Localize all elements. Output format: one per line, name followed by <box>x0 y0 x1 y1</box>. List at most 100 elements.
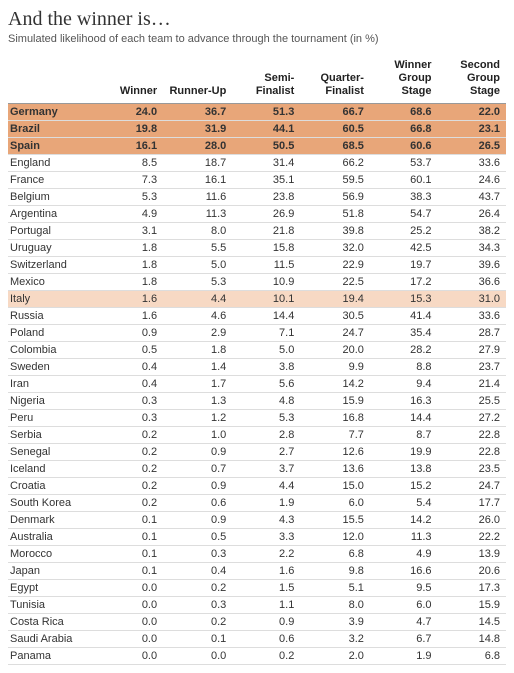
value-cell: 6.0 <box>300 494 370 511</box>
col-header-6: SecondGroupStage <box>438 55 506 103</box>
table-row: Croatia0.20.94.415.015.224.7 <box>8 477 506 494</box>
value-cell: 19.8 <box>96 120 164 137</box>
value-cell: 39.6 <box>438 256 506 273</box>
value-cell: 35.1 <box>232 171 300 188</box>
value-cell: 41.4 <box>370 307 438 324</box>
team-cell: South Korea <box>8 494 96 511</box>
value-cell: 42.5 <box>370 239 438 256</box>
value-cell: 0.9 <box>163 477 232 494</box>
value-cell: 43.7 <box>438 188 506 205</box>
team-cell: Argentina <box>8 205 96 222</box>
value-cell: 0.1 <box>96 528 164 545</box>
value-cell: 22.2 <box>438 528 506 545</box>
team-cell: Morocco <box>8 545 96 562</box>
value-cell: 16.8 <box>300 409 370 426</box>
value-cell: 0.5 <box>96 341 164 358</box>
value-cell: 5.3 <box>163 273 232 290</box>
table-row: Panama0.00.00.22.01.96.8 <box>8 647 506 664</box>
value-cell: 21.4 <box>438 375 506 392</box>
likelihood-table: WinnerRunner-UpSemi-FinalistQuarter-Fina… <box>8 55 506 665</box>
col-header-5: WinnerGroupStage <box>370 55 438 103</box>
col-header-2: Runner-Up <box>163 55 232 103</box>
value-cell: 15.3 <box>370 290 438 307</box>
value-cell: 1.8 <box>96 239 164 256</box>
value-cell: 60.5 <box>300 120 370 137</box>
table-row: Tunisia0.00.31.18.06.015.9 <box>8 596 506 613</box>
value-cell: 36.6 <box>438 273 506 290</box>
value-cell: 14.5 <box>438 613 506 630</box>
value-cell: 1.8 <box>96 273 164 290</box>
value-cell: 6.7 <box>370 630 438 647</box>
team-cell: Panama <box>8 647 96 664</box>
value-cell: 17.2 <box>370 273 438 290</box>
team-cell: Colombia <box>8 341 96 358</box>
value-cell: 0.6 <box>232 630 300 647</box>
value-cell: 2.0 <box>300 647 370 664</box>
value-cell: 35.4 <box>370 324 438 341</box>
value-cell: 21.8 <box>232 222 300 239</box>
value-cell: 9.8 <box>300 562 370 579</box>
value-cell: 0.2 <box>96 477 164 494</box>
value-cell: 3.8 <box>232 358 300 375</box>
value-cell: 16.1 <box>96 137 164 154</box>
value-cell: 1.6 <box>96 290 164 307</box>
table-row: Argentina4.911.326.951.854.726.4 <box>8 205 506 222</box>
value-cell: 1.9 <box>370 647 438 664</box>
table-row: Morocco0.10.32.26.84.913.9 <box>8 545 506 562</box>
value-cell: 31.0 <box>438 290 506 307</box>
value-cell: 0.0 <box>96 630 164 647</box>
value-cell: 4.8 <box>232 392 300 409</box>
value-cell: 5.3 <box>232 409 300 426</box>
team-cell: England <box>8 154 96 171</box>
value-cell: 1.8 <box>96 256 164 273</box>
value-cell: 4.9 <box>96 205 164 222</box>
value-cell: 1.5 <box>232 579 300 596</box>
value-cell: 28.7 <box>438 324 506 341</box>
value-cell: 20.6 <box>438 562 506 579</box>
value-cell: 9.4 <box>370 375 438 392</box>
value-cell: 0.4 <box>96 358 164 375</box>
value-cell: 5.0 <box>163 256 232 273</box>
value-cell: 54.7 <box>370 205 438 222</box>
value-cell: 5.1 <box>300 579 370 596</box>
value-cell: 24.6 <box>438 171 506 188</box>
value-cell: 12.0 <box>300 528 370 545</box>
value-cell: 53.7 <box>370 154 438 171</box>
team-cell: Denmark <box>8 511 96 528</box>
table-row: Peru0.31.25.316.814.427.2 <box>8 409 506 426</box>
value-cell: 44.1 <box>232 120 300 137</box>
value-cell: 4.6 <box>163 307 232 324</box>
value-cell: 24.0 <box>96 103 164 120</box>
value-cell: 68.5 <box>300 137 370 154</box>
team-cell: Sweden <box>8 358 96 375</box>
page-title: And the winner is… <box>8 8 506 31</box>
value-cell: 17.7 <box>438 494 506 511</box>
value-cell: 39.8 <box>300 222 370 239</box>
value-cell: 0.1 <box>96 545 164 562</box>
value-cell: 0.4 <box>96 375 164 392</box>
value-cell: 26.0 <box>438 511 506 528</box>
value-cell: 11.3 <box>163 205 232 222</box>
team-cell: Poland <box>8 324 96 341</box>
table-row: Japan0.10.41.69.816.620.6 <box>8 562 506 579</box>
table-row: Serbia0.21.02.87.78.722.8 <box>8 426 506 443</box>
table-row: Brazil19.831.944.160.566.823.1 <box>8 120 506 137</box>
value-cell: 15.2 <box>370 477 438 494</box>
team-cell: Germany <box>8 103 96 120</box>
table-row: Iran0.41.75.614.29.421.4 <box>8 375 506 392</box>
team-cell: Italy <box>8 290 96 307</box>
value-cell: 3.9 <box>300 613 370 630</box>
team-cell: Iceland <box>8 460 96 477</box>
team-cell: France <box>8 171 96 188</box>
value-cell: 8.5 <box>96 154 164 171</box>
table-row: Egypt0.00.21.55.19.517.3 <box>8 579 506 596</box>
value-cell: 13.9 <box>438 545 506 562</box>
value-cell: 0.1 <box>163 630 232 647</box>
team-cell: Japan <box>8 562 96 579</box>
value-cell: 15.9 <box>300 392 370 409</box>
value-cell: 13.8 <box>370 460 438 477</box>
table-row: Poland0.92.97.124.735.428.7 <box>8 324 506 341</box>
value-cell: 16.3 <box>370 392 438 409</box>
value-cell: 0.9 <box>163 511 232 528</box>
value-cell: 24.7 <box>300 324 370 341</box>
